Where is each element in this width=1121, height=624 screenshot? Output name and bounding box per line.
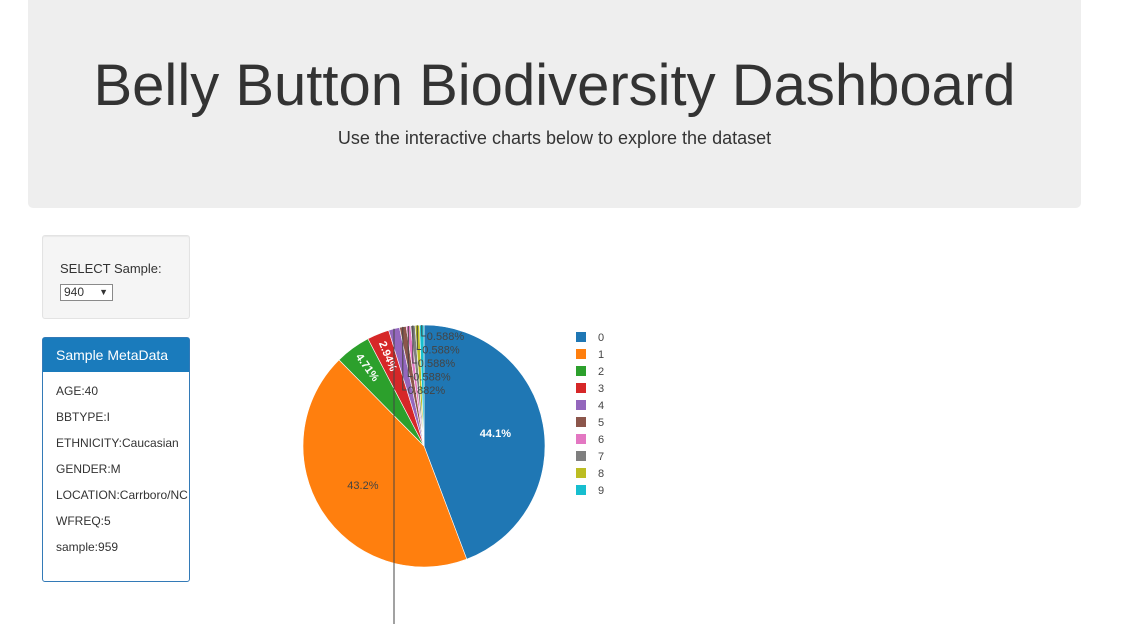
- legend-swatch-5: [576, 417, 586, 427]
- metadata-item-bbtype: BBTYPE:I: [56, 410, 111, 424]
- pie-chart: 44.1%43.2%4.71%2.94%0.588%0.588%0.588%0.…: [302, 324, 604, 624]
- header-jumbotron: Belly Button Biodiversity Dashboard Use …: [28, 0, 1081, 208]
- metadata-item-gender: GENDER:M: [56, 462, 121, 476]
- legend-item-7[interactable]: 7: [576, 451, 604, 463]
- legend-item-3[interactable]: 3: [576, 383, 604, 395]
- legend-swatch-0: [576, 332, 586, 342]
- legend-label-0: 0: [598, 332, 604, 344]
- legend-item-5[interactable]: 5: [576, 417, 604, 429]
- legend-swatch-2: [576, 366, 586, 376]
- select-sample-label: SELECT Sample:: [60, 261, 162, 276]
- legend-item-1[interactable]: 1: [576, 349, 604, 361]
- pie-label-1: 43.2%: [347, 480, 378, 492]
- legend-swatch-4: [576, 400, 586, 410]
- page-subtitle: Use the interactive charts below to expl…: [337, 128, 772, 148]
- metadata-item-location: LOCATION:Carrboro/NC: [56, 488, 188, 502]
- legend-swatch-8: [576, 468, 586, 478]
- pie-slice-0[interactable]: [423, 324, 546, 560]
- legend-label-4: 4: [598, 400, 604, 412]
- sample-select-dropdown[interactable]: 940 ▼: [60, 284, 113, 301]
- pie-slice-1[interactable]: [302, 359, 468, 568]
- legend-swatch-1: [576, 349, 586, 359]
- legend-item-4[interactable]: 4: [576, 400, 604, 412]
- legend-swatch-7: [576, 451, 586, 461]
- pie-leader-line-6: [407, 326, 413, 377]
- pie-label-9: 0.588%: [427, 331, 465, 343]
- pie-label-6: 0.588%: [413, 372, 451, 384]
- sample-selector-panel: SELECT Sample: 940 ▼: [42, 235, 190, 319]
- pie-leader-line-7: [412, 325, 417, 364]
- legend-label-3: 3: [598, 383, 604, 395]
- legend-item-9[interactable]: 9: [576, 485, 604, 497]
- metadata-heading: Sample MetaData: [43, 338, 189, 372]
- legend-label-6: 6: [598, 434, 604, 446]
- legend-swatch-6: [576, 434, 586, 444]
- legend-label-5: 5: [598, 417, 604, 429]
- metadata-item-age: AGE:40: [56, 384, 99, 398]
- legend-item-8[interactable]: 8: [576, 468, 604, 480]
- metadata-item-ethnicity: ETHNICITY:Caucasian: [56, 436, 179, 450]
- pie-label-7: 0.588%: [418, 358, 456, 370]
- legend-item-0[interactable]: 0: [576, 332, 604, 344]
- pie-leader-line-5: [402, 326, 407, 391]
- metadata-item-wfreq: WFREQ:5: [56, 514, 111, 528]
- pie-leader-line-8: [416, 325, 422, 350]
- legend-label-2: 2: [598, 366, 604, 378]
- metadata-list: AGE:40 BBTYPE:I ETHNICITY:Caucasian GEND…: [43, 372, 189, 560]
- legend-label-8: 8: [598, 468, 604, 480]
- sample-metadata-panel: Sample MetaData AGE:40 BBTYPE:I ETHNICIT…: [42, 337, 190, 582]
- legend-label-1: 1: [598, 349, 604, 361]
- page-title: Belly Button Biodiversity Dashboard: [93, 53, 1016, 118]
- pie-label-8: 0.588%: [422, 345, 460, 357]
- metadata-item-sample: sample:959: [56, 540, 119, 554]
- pie-label-0: 44.1%: [480, 428, 511, 440]
- legend-item-6[interactable]: 6: [576, 434, 604, 446]
- legend-label-7: 7: [598, 451, 604, 463]
- sample-select-value: 940: [64, 285, 85, 299]
- chevron-down-icon: ▼: [99, 287, 108, 297]
- legend-swatch-9: [576, 485, 586, 495]
- legend-item-2[interactable]: 2: [576, 366, 604, 378]
- pie-label-5: 0.882%: [408, 385, 446, 397]
- legend-swatch-3: [576, 383, 586, 393]
- legend-label-9: 9: [598, 485, 604, 497]
- pie-leader-line-9: [421, 325, 426, 337]
